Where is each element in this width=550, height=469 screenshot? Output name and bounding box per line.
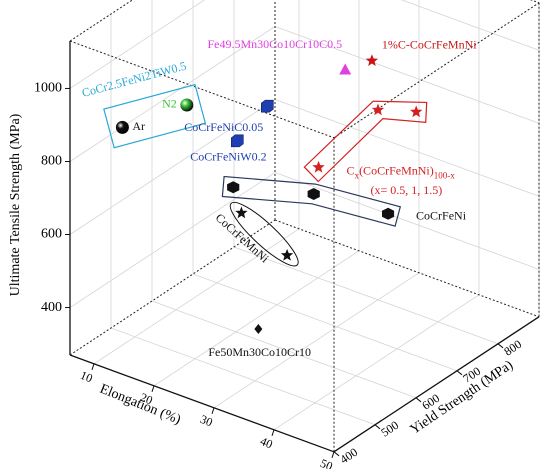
y-tick-label: 500 (378, 418, 401, 440)
x-tick (91, 363, 95, 370)
axis-line (333, 316, 540, 453)
y-tick (456, 370, 463, 376)
series-label: Fe49.5Mn30Co10Cr10C0.5 (208, 37, 343, 51)
grid-line (274, 99, 540, 197)
grid-line (400, 0, 540, 51)
x-tick-label: 40 (258, 434, 274, 451)
group-outline (303, 100, 428, 183)
x-tick (151, 385, 155, 392)
grid-line (69, 0, 206, 89)
subscript: 100-x (434, 170, 455, 180)
triangle-point (339, 63, 352, 75)
group-outline (103, 83, 207, 149)
z-tick-label: 400 (41, 300, 62, 315)
x-tick-label: 30 (198, 412, 214, 429)
box-edge (333, 2, 540, 139)
series-label: CoCrFeNi (416, 209, 467, 223)
group-outline (221, 175, 402, 227)
x-tick (211, 407, 215, 414)
x-axis-label: Elongation (%) (97, 382, 183, 428)
grid-line (273, 294, 480, 431)
grid-line (69, 26, 276, 162)
grid-line (110, 327, 376, 426)
box-edge (69, 219, 276, 356)
hexagon-point (307, 188, 320, 200)
box-edge (529, 0, 540, 4)
series-label: Cx(CoCrFeMnNi)100-x (347, 163, 456, 180)
x-tick-label: 20 (138, 390, 154, 407)
point-label: N2 (162, 97, 177, 111)
series-label: CoCrFeNiW0.2 (190, 150, 266, 164)
sphere-point (180, 98, 194, 112)
grid-line (192, 273, 458, 372)
box-edge (69, 0, 134, 42)
x-tick-label: 50 (318, 456, 334, 469)
grid-line (274, 26, 540, 124)
star-point (235, 206, 248, 219)
cube-point (261, 99, 274, 113)
label-part: C (347, 163, 355, 177)
grid-line (69, 99, 276, 235)
star-point (280, 248, 294, 261)
y-tick-label: 800 (501, 337, 524, 359)
box-edge (69, 40, 335, 139)
star-point (410, 105, 423, 118)
x-tick-label: 10 (78, 368, 94, 385)
star-point (312, 160, 325, 173)
z-tick-label: 1000 (34, 81, 62, 96)
hexagon-point (382, 207, 395, 220)
hexagon-point (227, 181, 240, 194)
y-tick (333, 451, 340, 457)
grid-line (233, 246, 499, 345)
series-label: 1%C-CoCrFeMnNi (382, 37, 477, 51)
z-tick-label: 800 (41, 154, 62, 169)
series-label: CoCrFeNiC0.05 (184, 120, 263, 134)
label-part: (CoCrFeMnNi) (359, 163, 434, 177)
grid-line (153, 250, 360, 387)
axis-line (69, 354, 335, 453)
z-axis-label: Ultimate Tensile Strength (MPa) (8, 113, 23, 296)
y-tick-label: 400 (337, 445, 360, 467)
subscript: x (355, 170, 360, 180)
grid-line (274, 172, 540, 270)
series-label: Fe50Mn30Co10Cr10 (208, 345, 311, 359)
star-point (371, 103, 385, 116)
grid-line (213, 272, 420, 409)
y-tick (497, 343, 504, 349)
x-tick (271, 429, 275, 436)
star-point (365, 54, 379, 66)
z-tick-label: 600 (41, 227, 62, 242)
grid-line (93, 228, 300, 365)
point-label: Ar (132, 119, 145, 133)
y-tick (415, 397, 422, 403)
x-tick (331, 451, 335, 458)
grid-line (151, 300, 417, 399)
cube-point (231, 134, 244, 148)
y-tick (374, 424, 381, 430)
grid-line (69, 172, 276, 308)
box-edge (274, 219, 540, 318)
group-outline (229, 201, 299, 267)
series-note: (x= 0.5, 1, 1.5) (371, 183, 443, 197)
diamond-point (254, 324, 263, 335)
sphere-point (115, 120, 129, 134)
